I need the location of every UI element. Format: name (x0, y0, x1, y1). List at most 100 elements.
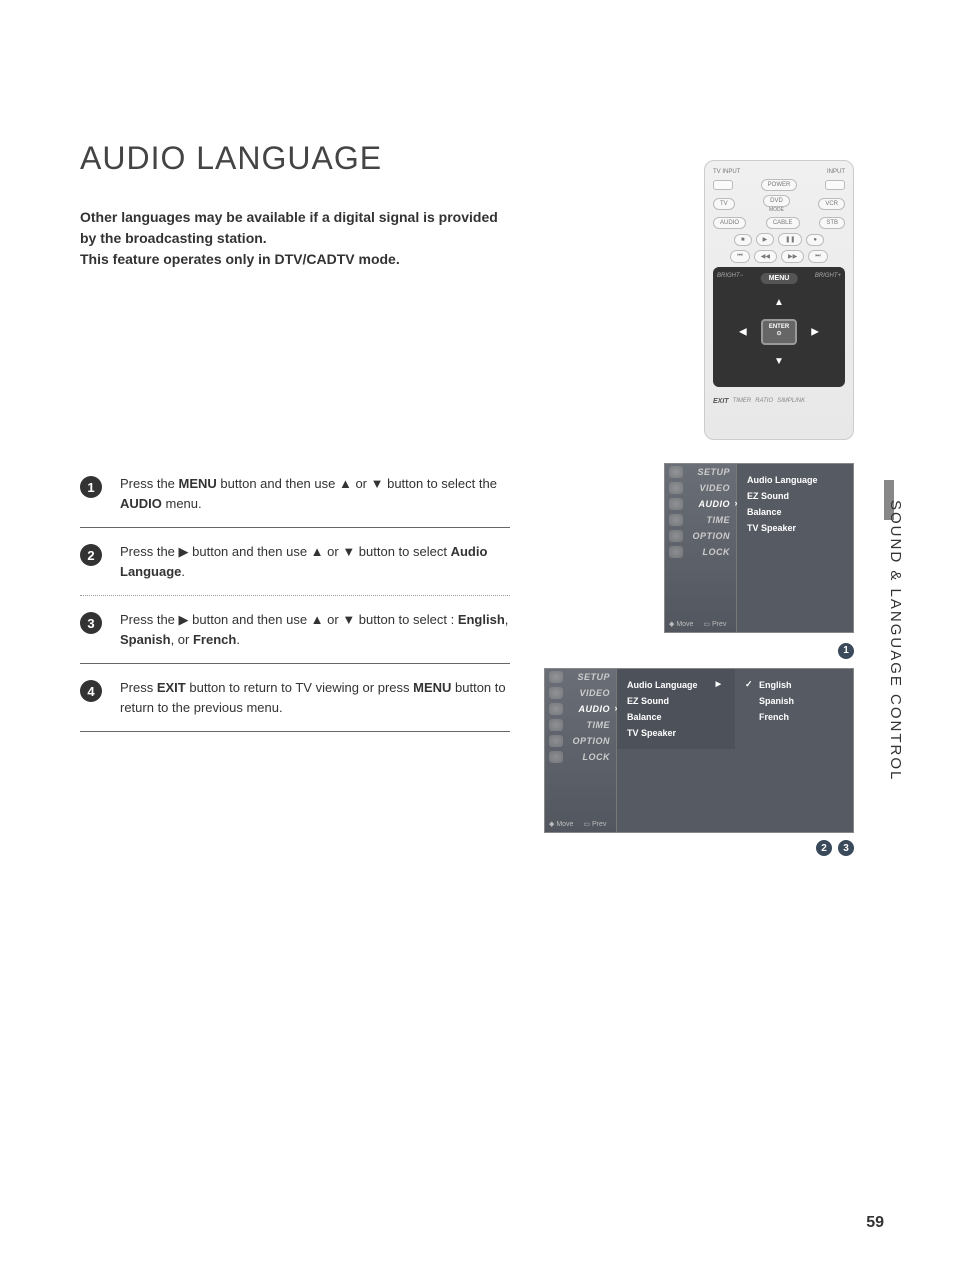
left-arrow-icon: ◀ (739, 327, 747, 338)
pause-icon: ❚❚ (778, 233, 802, 246)
osd-main-options: Audio Language EZ Sound Balance TV Speak… (737, 464, 853, 544)
prev-icon: ⏮ (730, 250, 749, 263)
step-badge: 4 (80, 680, 102, 702)
step-badge: 3 (80, 612, 102, 634)
osd-sidebar-item: TIME (545, 717, 616, 733)
stop-icon: ■ (734, 234, 752, 246)
prev-hint: ▭ Prev (583, 821, 610, 828)
osd-sidebar-item: VIDEO (665, 480, 736, 496)
dpad: ▲ ▼ ◀ ▶ ENTER⊙ (739, 297, 819, 367)
osd-sidebar-item: LOCK (665, 544, 736, 560)
osd-sidebar-item: LOCK (545, 749, 616, 765)
osd-sidebar-item-active: AUDIO (665, 496, 736, 512)
video-icon (549, 687, 563, 699)
rewind-icon: ◀◀ (754, 250, 777, 263)
bright-plus: BRIGHT+ (815, 273, 841, 279)
remote-row: POWER (713, 179, 845, 191)
badge-2: 2 (816, 840, 832, 856)
remote-illustration: TV INPUT INPUT POWER TV DVD MODE VCR AUD… (704, 160, 854, 440)
osd-sidebar: SETUP VIDEO AUDIO TIME OPTION LOCK ◆ Mov… (665, 464, 737, 632)
remote-bottom-row: EXIT TIMER RATIO SIMPLINK (713, 398, 845, 405)
input-label: INPUT (827, 169, 845, 175)
osd-lang-english: English (745, 677, 843, 693)
exit-button: EXIT (713, 398, 729, 405)
osd-sidebar-item: OPTION (665, 528, 736, 544)
osd-main-options: Audio Language EZ Sound Balance TV Speak… (617, 669, 735, 749)
osd1-badge-group: 1 (838, 640, 854, 659)
osd-sidebar: SETUP VIDEO AUDIO TIME OPTION LOCK ◆ Mov… (545, 669, 617, 832)
osd-lang-french: French (745, 709, 843, 725)
play-icon: ▶ (756, 233, 775, 246)
enter-label: ENTER (769, 324, 789, 330)
dvd-button: DVD (763, 195, 790, 207)
badge-3: 3 (838, 840, 854, 856)
osd-footer: ◆ Move ▭ Prev (549, 820, 614, 828)
step-text: Press the MENU button and then use ▲ or … (120, 474, 510, 513)
osd-option: Audio Language (747, 472, 843, 488)
prev-hint: ▭ Prev (703, 621, 730, 628)
osd-sidebar-item: TIME (665, 512, 736, 528)
intro-text: Other languages may be available if a di… (80, 207, 500, 270)
remote-row: ■ ▶ ❚❚ ● (713, 233, 845, 246)
remote-row: ⏮ ◀◀ ▶▶ ⏭ (713, 250, 845, 263)
osd-option-selected: Audio Language (627, 677, 725, 693)
step-badge: 2 (80, 544, 102, 566)
page-number: 59 (866, 1214, 884, 1232)
remote-row: AUDIO CABLE STB (713, 217, 845, 229)
step-1: 1 Press the MENU button and then use ▲ o… (80, 460, 510, 528)
osd-option: Balance (747, 504, 843, 520)
osd-option: EZ Sound (627, 693, 725, 709)
right-arrow-icon: ▶ (811, 327, 819, 338)
input-button (825, 180, 845, 190)
tv-button: TV (713, 198, 735, 210)
video-icon (669, 482, 683, 494)
timer-label: TIMER (733, 398, 752, 405)
stb-button: STB (819, 217, 845, 229)
time-icon (669, 514, 683, 526)
down-arrow-icon: ▼ (774, 356, 784, 367)
cable-button: CABLE (766, 217, 800, 229)
ffwd-icon: ▶▶ (781, 250, 804, 263)
osd-footer: ◆ Move ▭ Prev (669, 620, 734, 628)
simplink-label: SIMPLINK (777, 398, 805, 405)
audio-icon (669, 498, 683, 510)
tv-input-button (713, 180, 733, 190)
osd-option: TV Speaker (747, 520, 843, 536)
tv-input-label: TV INPUT (713, 169, 740, 175)
step-2: 2 Press the ▶ button and then use ▲ or ▼… (80, 528, 510, 596)
power-button: POWER (761, 179, 798, 191)
move-hint: ◆ Move (549, 821, 577, 828)
setup-icon (549, 671, 563, 683)
step-badge: 1 (80, 476, 102, 498)
next-icon: ⏭ (808, 250, 827, 263)
mode-label: MODE (763, 207, 790, 213)
ratio-label: RATIO (755, 398, 773, 405)
enter-button: ENTER⊙ (761, 319, 797, 345)
remote-row: TV DVD MODE VCR (713, 195, 845, 213)
osd-screenshot-2: SETUP VIDEO AUDIO TIME OPTION LOCK ◆ Mov… (544, 668, 854, 833)
osd-sidebar-item: SETUP (545, 669, 616, 685)
move-hint: ◆ Move (669, 621, 697, 628)
lock-icon (549, 751, 563, 763)
osd-sidebar-item: VIDEO (545, 685, 616, 701)
osd-option: TV Speaker (627, 725, 725, 741)
lock-icon (669, 546, 683, 558)
step-4: 4 Press EXIT button to return to TV view… (80, 664, 510, 732)
bright-minus: BRIGHT− (717, 273, 743, 279)
osd-screenshot-1: SETUP VIDEO AUDIO TIME OPTION LOCK ◆ Mov… (664, 463, 854, 633)
remote-dpad-area: BRIGHT− MENU BRIGHT+ ▲ ▼ ◀ ▶ ENTER⊙ EXIT… (713, 267, 845, 387)
osd-language-submenu: English Spanish French (735, 669, 853, 832)
vcr-button: VCR (818, 198, 845, 210)
osd-option: EZ Sound (747, 488, 843, 504)
menu-button: MENU (761, 273, 798, 284)
side-section-label: SOUND & LANGUAGE CONTROL (887, 500, 904, 781)
steps-list: 1 Press the MENU button and then use ▲ o… (80, 460, 510, 732)
step-text: Press the ▶ button and then use ▲ or ▼ b… (120, 610, 510, 649)
time-icon (549, 719, 563, 731)
audio-icon (549, 703, 563, 715)
setup-icon (669, 466, 683, 478)
option-icon (549, 735, 563, 747)
osd2-badge-group: 2 3 (816, 840, 854, 856)
record-icon: ● (806, 234, 824, 246)
osd-sidebar-item-active: AUDIO (545, 701, 616, 717)
